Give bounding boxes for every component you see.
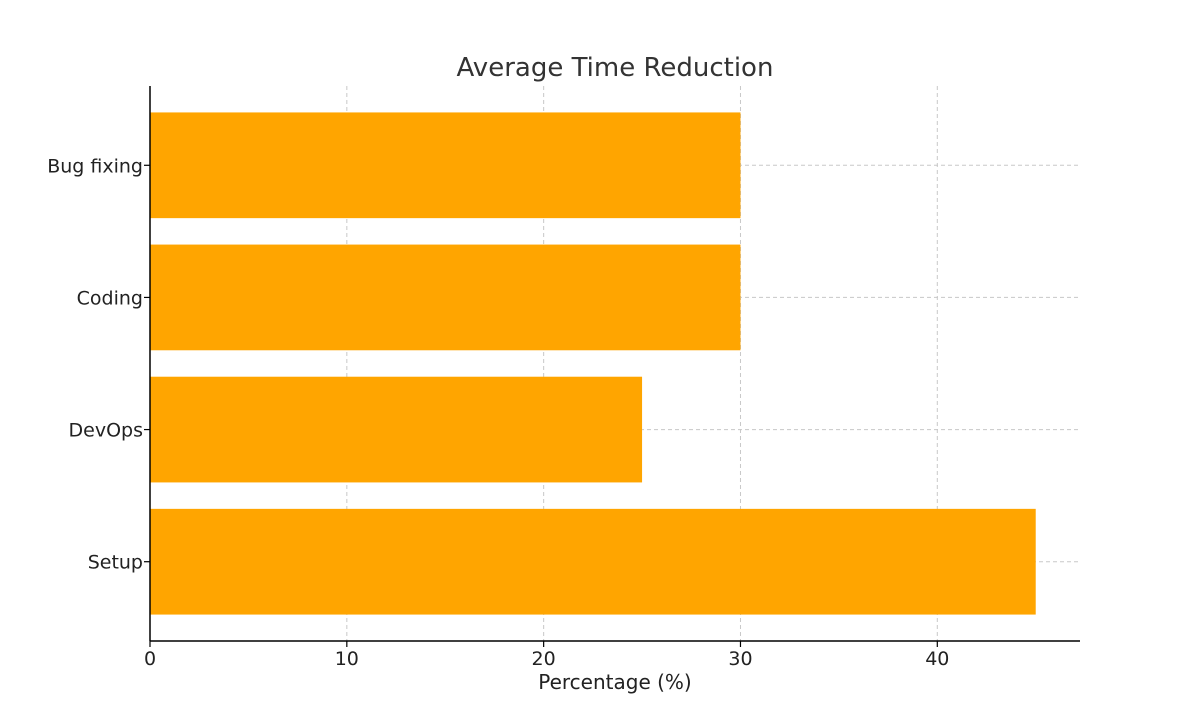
bar-devops [150, 376, 643, 483]
y-tick-label: Bug fixing [47, 155, 143, 177]
bar-bug-fixing [150, 112, 741, 219]
y-tick-label: DevOps [69, 420, 143, 442]
x-tick-label: 20 [532, 648, 556, 670]
chart-title: Average Time Reduction [457, 53, 774, 83]
y-tick-label: Setup [88, 552, 143, 574]
bar-setup [150, 508, 1036, 615]
x-tick-label: 0 [144, 648, 156, 670]
x-axis-label: Percentage (%) [538, 670, 691, 694]
x-tick-label: 30 [728, 648, 752, 670]
bars [150, 112, 1036, 615]
axes [149, 86, 1080, 642]
x-tick-label: 10 [335, 648, 359, 670]
y-tick-label: Coding [77, 287, 143, 309]
ticks: 0 10 20 30 40 Setup DevOps Coding Bug fixing [47, 155, 949, 670]
bar-coding [150, 244, 741, 351]
x-tick-label: 40 [925, 648, 949, 670]
